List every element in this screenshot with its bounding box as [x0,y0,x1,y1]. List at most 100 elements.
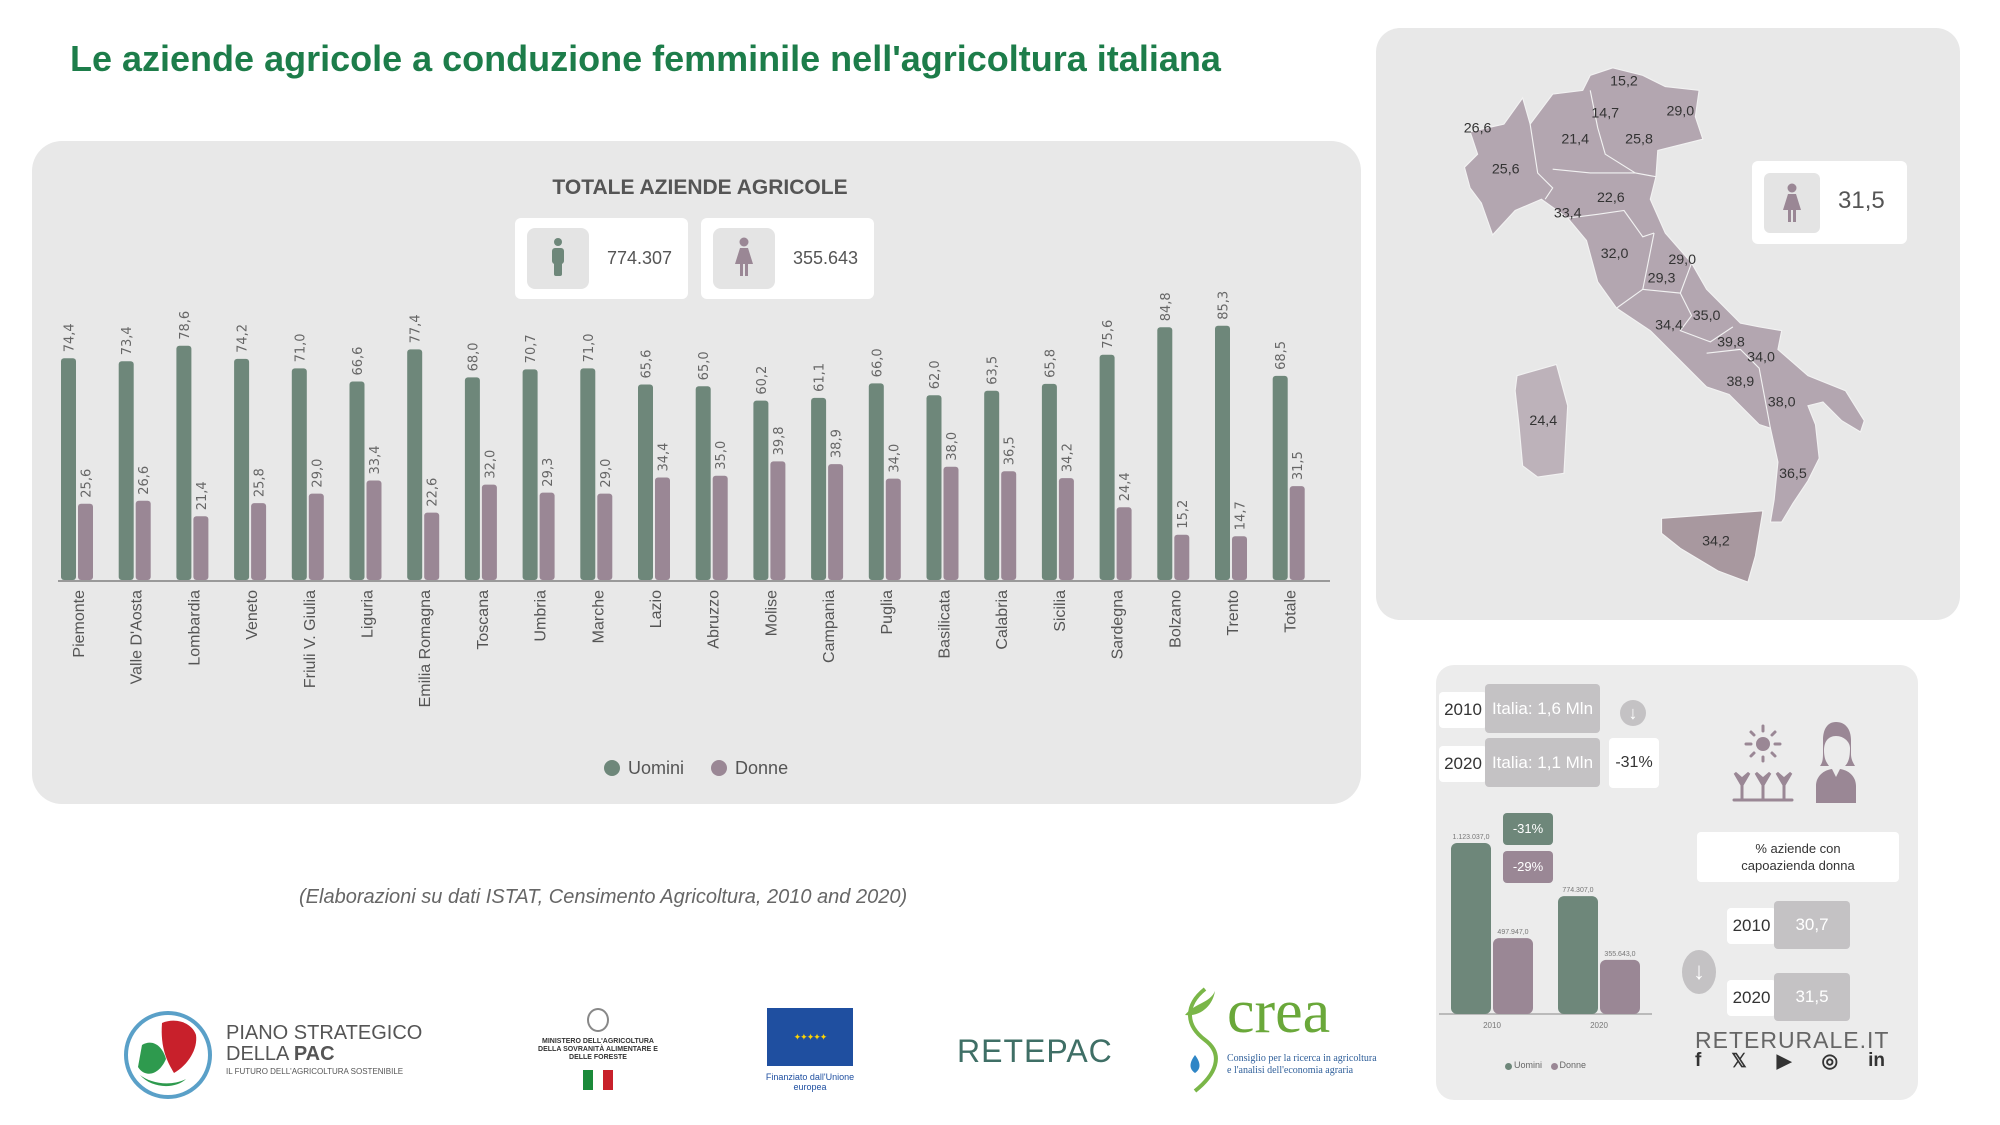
data-label: 29,3 [541,458,556,487]
map-label-valle-d-aosta: 26,6 [1464,120,1492,136]
mini-legend: Uomini Donne [1505,1060,1586,1070]
map-label-sicilia: 34,2 [1702,533,1730,549]
data-label: 65,8 [1043,349,1058,378]
data-label: 39,8 [772,426,787,455]
map-border [1567,209,1655,238]
page-title: Le aziende agricole a conduzione femmini… [70,38,1221,79]
bar-uomini [580,368,596,580]
data-label: 29,0 [310,459,325,488]
change-total: -31% [1609,738,1659,788]
pac-line3: IL FUTURO DELL'AGRICOLTURA SOSTENIBILE [226,1067,404,1076]
category-label: Basilicata [937,590,954,659]
bar-uomini [1272,375,1288,580]
crea-name: crea [1227,978,1331,1046]
bar-donne [366,480,382,580]
bar-uomini [868,383,884,580]
map-label-lazio: 34,4 [1655,318,1683,334]
data-label: 38,9 [830,429,845,458]
bar-donne [251,503,267,580]
woman-icon [713,228,775,289]
category-label: Veneto [244,590,261,640]
bar-uomini [291,368,307,580]
bar-donne [712,475,728,580]
map-label-liguria: 33,4 [1554,206,1582,222]
map-label-basilicata: 38,0 [1768,394,1796,410]
italy-map: 15,2 14,7 29,0 26,6 21,4 25,8 25,6 22,6 33,4 32,0… [1463,67,1865,583]
map-sicilia [1660,510,1764,583]
category-label: Bolzano [1167,590,1184,648]
category-label: Trento [1225,590,1242,636]
map-label-puglia: 34,0 [1747,349,1775,365]
data-label: 77,4 [409,314,424,343]
category-label: Totale [1283,590,1300,633]
bar-donne [1174,534,1190,580]
data-label: 74,2 [236,324,251,353]
bar-donne [193,516,209,580]
map-label-bolzano: 15,2 [1610,73,1638,89]
map-border [1642,232,1693,294]
category-label: Piemonte [71,590,88,658]
bar-uomini [118,361,134,580]
data-label: 32,0 [483,450,498,479]
bar-uomini [1215,325,1230,580]
legend-swatch-uomini [1505,1063,1512,1070]
pct-2020-year: 2020 [1727,980,1776,1016]
legend-swatch-donne [711,760,728,776]
category-label: Lombardia [186,590,203,666]
map-label-toscana: 32,0 [1601,246,1629,262]
data-label: 63,5 [986,356,1001,385]
map-mainland [1463,67,1865,523]
map-border [1616,288,1644,309]
map-label-veneto: 25,8 [1625,132,1653,148]
map-border [1552,168,1636,174]
italia-2010-value: Italia: 1,6 Mln [1485,684,1600,733]
data-label: 74,4 [63,323,78,352]
data-label: 33,4 [368,446,383,475]
bar-uomini [926,395,942,580]
emblem-icon [587,1008,609,1032]
data-label: 14,7 [1234,501,1249,530]
year-2020-label: 2020 [1439,746,1487,782]
data-label: 26,6 [137,466,152,495]
youtube-icon[interactable]: ▶ [1776,1051,1792,1072]
data-label: 66,6 [351,347,366,376]
data-label: 65,0 [697,351,712,380]
bar-donne [1116,507,1132,580]
map-label-lombardia: 21,4 [1561,132,1589,148]
national-value-card: 31,5 [1752,161,1907,244]
bar-uomini [1041,383,1057,580]
arrow-down-icon: ↓ [1682,950,1716,994]
linkedin-icon[interactable]: in [1868,1050,1885,1071]
data-label: 68,5 [1274,341,1289,370]
data-label: 75,6 [1101,320,1116,349]
bar-uomini [695,386,711,580]
bar-uomini [176,345,192,580]
mini-bar-uomini [1558,896,1598,1014]
map-border [1679,292,1734,343]
data-label: 78,6 [178,311,193,340]
legend-item-uomini: Uomini [604,758,684,778]
mini-bar-donne [1493,938,1533,1014]
instagram-icon[interactable]: ◎ [1821,1051,1839,1072]
bar-uomini [811,397,827,580]
woman-farmer-icon [1816,722,1856,803]
bar-donne [424,512,440,580]
legend-item-donne: Donne [711,758,788,778]
category-label: Liguria [360,590,377,638]
category-label: Toscana [475,590,492,650]
data-label: 21,4 [195,481,210,510]
data-label: 36,5 [1003,436,1018,465]
x-icon[interactable]: 𝕏 [1731,1051,1747,1072]
facebook-icon[interactable]: f [1695,1050,1702,1071]
bar-donne [828,464,844,580]
bar-uomini [1157,327,1173,580]
legend-label: Uomini [628,758,685,778]
logo-piano-strategico-pac: PIANO STRATEGICO DELLA PAC IL FUTURO DEL… [122,1005,432,1100]
pac-line1: PIANO STRATEGICO [226,1022,423,1044]
legend-swatch-donne [1550,1063,1558,1070]
data-label: 70,7 [524,334,539,363]
ministero-text: MINISTERO DELL'AGRICOLTURA DELLA SOVRANI… [538,1038,658,1061]
mini-data-label: 355.643,0 [1604,951,1635,958]
pac-line2: DELLA PAC [226,1043,335,1065]
bar-uomini [638,384,653,580]
